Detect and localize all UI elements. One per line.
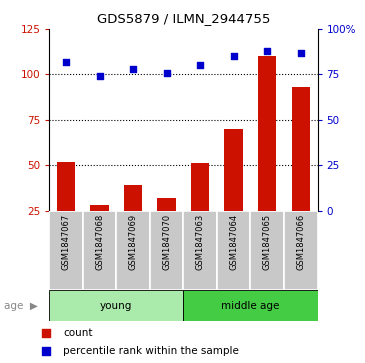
Bar <box>217 211 250 290</box>
Bar <box>250 211 284 290</box>
Bar <box>57 162 75 211</box>
Bar <box>49 211 83 290</box>
Text: young: young <box>100 301 132 311</box>
Text: GSM1847066: GSM1847066 <box>296 214 305 270</box>
Text: age  ▶: age ▶ <box>4 301 38 311</box>
Bar <box>258 56 276 211</box>
Bar <box>183 290 318 321</box>
Point <box>231 53 237 59</box>
Bar <box>49 290 183 321</box>
Bar <box>157 198 176 211</box>
Bar <box>91 205 109 211</box>
Point <box>97 73 103 79</box>
Bar <box>191 163 210 211</box>
Point <box>276 66 282 72</box>
Bar <box>284 211 318 290</box>
Bar <box>183 211 217 290</box>
Bar <box>292 87 310 211</box>
Point <box>164 70 170 76</box>
Text: GSM1847063: GSM1847063 <box>196 214 205 270</box>
Text: GSM1847064: GSM1847064 <box>229 214 238 270</box>
Point <box>298 50 304 56</box>
Point <box>276 233 282 239</box>
Point <box>130 66 136 72</box>
Bar <box>224 129 243 211</box>
Text: GSM1847070: GSM1847070 <box>162 214 171 270</box>
Bar <box>83 211 116 290</box>
Point <box>63 59 69 65</box>
Point <box>197 62 203 68</box>
Bar <box>124 185 142 211</box>
Text: count: count <box>63 328 92 338</box>
Text: middle age: middle age <box>221 301 280 311</box>
Text: GSM1847067: GSM1847067 <box>62 214 70 270</box>
Text: GSM1847065: GSM1847065 <box>263 214 272 270</box>
Point <box>264 48 270 54</box>
Text: GSM1847068: GSM1847068 <box>95 214 104 270</box>
Title: GDS5879 / ILMN_2944755: GDS5879 / ILMN_2944755 <box>97 12 270 25</box>
Text: percentile rank within the sample: percentile rank within the sample <box>63 346 239 356</box>
Bar <box>116 211 150 290</box>
Text: GSM1847069: GSM1847069 <box>128 214 138 270</box>
Bar <box>150 211 184 290</box>
